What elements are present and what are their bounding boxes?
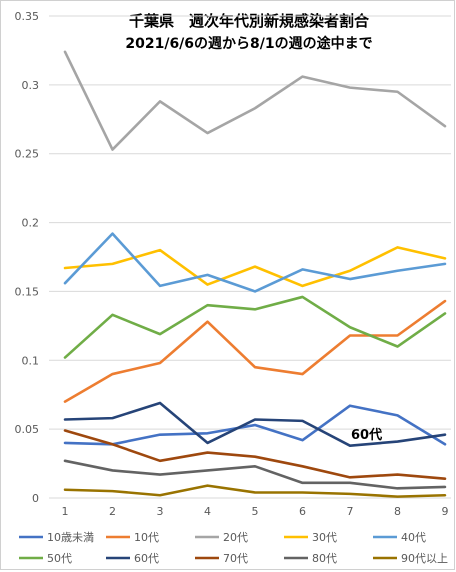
series-line bbox=[63, 459, 447, 490]
legend-label: 50代 bbox=[47, 552, 72, 565]
legend-item: 40代 bbox=[373, 531, 426, 544]
x-tick-label: 1 bbox=[62, 505, 69, 518]
series-line bbox=[63, 401, 447, 447]
y-tick-label: 0 bbox=[32, 492, 39, 505]
chart-subtitle: 2021/6/6の週から8/1の週の途中まで bbox=[125, 35, 372, 52]
y-tick-label: 0.05 bbox=[15, 423, 40, 436]
series-line bbox=[63, 484, 447, 498]
x-tick-label: 9 bbox=[442, 505, 449, 518]
x-tick-label: 2 bbox=[109, 505, 116, 518]
legend-label: 20代 bbox=[223, 531, 248, 544]
x-axis-ticks: 1 2 3 4 5 6 7 8 9 bbox=[62, 505, 449, 518]
legend-item: 90代以上 bbox=[373, 552, 448, 565]
legend-label: 30代 bbox=[312, 531, 337, 544]
series-line bbox=[63, 429, 447, 481]
legend-label: 70代 bbox=[223, 552, 248, 565]
x-tick-label: 6 bbox=[299, 505, 306, 518]
series-line bbox=[63, 295, 447, 359]
series-line bbox=[63, 404, 447, 446]
series-annotation-60s: 60代 bbox=[351, 427, 382, 443]
y-tick-label: 0.2 bbox=[22, 217, 40, 230]
legend-item: 10代 bbox=[106, 531, 159, 544]
series-line bbox=[63, 246, 447, 288]
legend-label: 10代 bbox=[134, 531, 159, 544]
legend-label: 60代 bbox=[134, 552, 159, 565]
chart-title: 千葉県 週次年代別新規感染者割合 bbox=[129, 12, 370, 30]
x-tick-label: 5 bbox=[252, 505, 259, 518]
gridlines bbox=[49, 15, 451, 499]
x-tick-label: 3 bbox=[157, 505, 164, 518]
legend-item: 10歳未満 bbox=[19, 531, 94, 544]
series-line bbox=[63, 50, 447, 151]
y-tick-label: 0.1 bbox=[22, 354, 40, 367]
legend: 10歳未満 10代 20代 30代 40代 50代 60代 70代 80代 90代以上 bbox=[19, 531, 448, 565]
x-tick-label: 4 bbox=[204, 505, 211, 518]
legend-item: 80代 bbox=[284, 552, 337, 565]
legend-label: 40代 bbox=[401, 531, 426, 544]
legend-item: 60代 bbox=[106, 552, 159, 565]
y-tick-label: 0.25 bbox=[15, 148, 40, 161]
y-tick-label: 0.35 bbox=[15, 10, 40, 23]
series-lines bbox=[63, 50, 447, 498]
series-line bbox=[63, 232, 447, 293]
legend-item: 20代 bbox=[195, 531, 248, 544]
legend-label: 80代 bbox=[312, 552, 337, 565]
legend-label: 90代以上 bbox=[401, 552, 448, 565]
legend-item: 50代 bbox=[19, 552, 72, 565]
series-line bbox=[63, 299, 447, 403]
x-tick-label: 7 bbox=[347, 505, 354, 518]
legend-item: 30代 bbox=[284, 531, 337, 544]
legend-label: 10歳未満 bbox=[47, 531, 94, 544]
y-axis-ticks: 0 0.05 0.1 0.15 0.2 0.25 0.3 0.35 bbox=[15, 10, 40, 505]
y-tick-label: 0.3 bbox=[22, 79, 40, 92]
y-tick-label: 0.15 bbox=[15, 285, 40, 298]
legend-item: 70代 bbox=[195, 552, 248, 565]
x-tick-label: 8 bbox=[394, 505, 401, 518]
